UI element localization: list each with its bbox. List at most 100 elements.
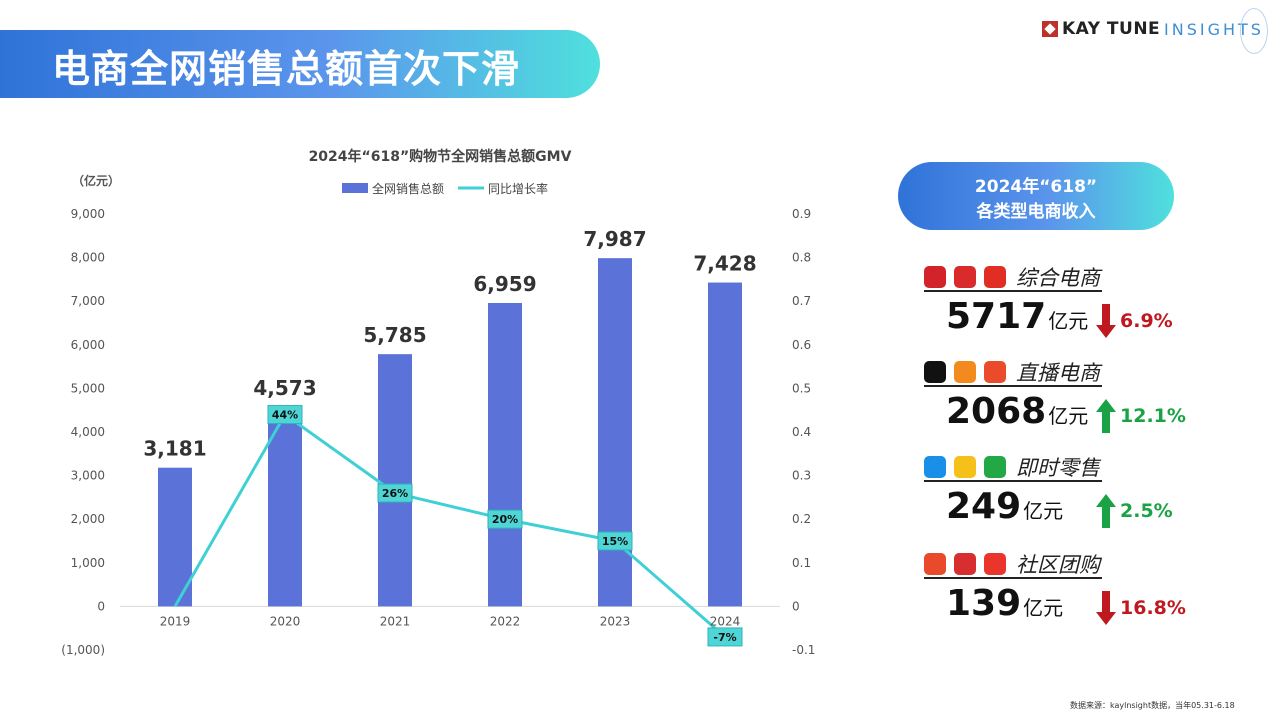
arrow-shape xyxy=(1096,494,1116,528)
logo-sub-text: INSIGHTS xyxy=(1164,20,1264,39)
point-value-label: 15% xyxy=(602,535,628,548)
category-revenue: 139 亿元 xyxy=(946,583,1063,624)
legend-line-label: 同比增长率 xyxy=(488,181,548,196)
brand-logo: KAY TUNE INSIGHTS xyxy=(1042,8,1268,54)
point-label-box xyxy=(597,531,633,551)
point-value-label: 44% xyxy=(272,409,298,422)
page-title: 电商全网销售总额首次下滑 xyxy=(52,47,521,91)
category-name: 直播电商 xyxy=(1016,361,1100,385)
arrow-shape xyxy=(1096,591,1116,625)
y2-tick-label: 0.8 xyxy=(792,251,811,265)
x-tick-label: 2020 xyxy=(270,614,301,628)
category-name: 社区团购 xyxy=(1016,553,1100,577)
point-label-box xyxy=(707,627,743,647)
bar xyxy=(598,258,632,607)
y-tick-label: 7,000 xyxy=(71,294,105,308)
revenue-unit: 亿元 xyxy=(1023,596,1064,620)
duoduo-maicai-icon xyxy=(924,553,946,575)
category-underline xyxy=(924,480,1102,482)
point-value-label: -7% xyxy=(713,631,736,644)
pill-line1: 2024年“618” xyxy=(974,177,1098,197)
category-revenue: 2068 亿元 xyxy=(946,391,1088,432)
category-underline xyxy=(924,385,1102,387)
y-axis-right: -0.1 0 0.1 0.2 0.3 0.4 0.5 0.6 0.7 0.8 0.9 xyxy=(792,207,815,657)
x-tick-label: 2021 xyxy=(380,614,411,628)
logo-mark-icon xyxy=(1042,21,1058,37)
arrow-shape xyxy=(1096,304,1116,338)
bar-value-label: 5,785 xyxy=(363,323,426,347)
meituan-flash-icon xyxy=(954,456,976,478)
arrow-up-icon xyxy=(1096,494,1116,528)
x-tick-label: 2023 xyxy=(600,614,631,628)
bar xyxy=(708,282,742,607)
bar-series: 3,181 4,573 5,785 6,959 7,987 7,428 xyxy=(143,227,757,607)
y2-tick-label: 0.7 xyxy=(792,294,811,308)
xingsheng-icon xyxy=(984,553,1006,575)
y2-tick-label: -0.1 xyxy=(792,643,815,657)
x-tick-label: 2024 xyxy=(710,614,741,628)
y-tick-label: 0 xyxy=(97,599,105,613)
jd-icon xyxy=(954,266,976,288)
y-tick-label: 3,000 xyxy=(71,469,105,483)
revenue-number: 249 xyxy=(946,486,1022,527)
y-tick-label: 8,000 xyxy=(71,251,105,265)
chart-title: 2024年“618”购物节全网销售总额GMV xyxy=(309,148,572,165)
y-tick-label: (1,000) xyxy=(61,643,105,657)
chart-legend: 全网销售总额 同比增长率 xyxy=(342,181,548,196)
category-change: 16.8% xyxy=(1120,597,1186,619)
y-tick-label: 4,000 xyxy=(71,425,105,439)
y-tick-label: 9,000 xyxy=(71,207,105,221)
gmv-chart: 2024年“618”购物节全网销售总额GMV （亿元） 全网销售总额 同比增长率 … xyxy=(61,148,815,657)
category-item: 即时零售 249 亿元 2.5% xyxy=(920,456,1200,544)
bar-value-label: 7,987 xyxy=(583,227,646,251)
y2-tick-label: 0.1 xyxy=(792,556,811,570)
category-underline xyxy=(924,290,1102,292)
kuaishou-icon xyxy=(954,361,976,383)
y-axis-left: (1,000) 0 1,000 2,000 3,000 4,000 5,000 6,000 7,… xyxy=(61,207,105,657)
eleme-icon xyxy=(924,456,946,478)
y2-tick-label: 0 xyxy=(792,599,800,613)
arrow-down-icon xyxy=(1096,304,1116,338)
y-tick-label: 6,000 xyxy=(71,338,105,352)
category-item: 社区团购 139 亿元 16.8% xyxy=(920,553,1200,641)
x-axis: 2019 2020 2021 2022 2023 2024 xyxy=(160,614,741,628)
y-tick-label: 5,000 xyxy=(71,381,105,395)
legend-bar-label: 全网销售总额 xyxy=(372,181,444,196)
y2-tick-label: 0.3 xyxy=(792,469,811,483)
arrow-up-icon xyxy=(1096,399,1116,433)
bar xyxy=(158,467,192,607)
bar-value-label: 4,573 xyxy=(253,376,316,400)
revenue-number: 5717 xyxy=(946,296,1047,337)
y2-tick-label: 0.6 xyxy=(792,338,811,352)
data-source-note: 数据来源：kaylnsight数据，当年05.31-6.18 xyxy=(1070,701,1235,710)
y2-tick-label: 0.4 xyxy=(792,425,811,439)
x-tick-label: 2019 xyxy=(160,614,191,628)
point-value-label: 26% xyxy=(382,487,408,500)
arrow-down-icon xyxy=(1096,591,1116,625)
bar xyxy=(268,407,302,607)
revenue-unit: 亿元 xyxy=(1023,499,1064,523)
category-revenue-header: 2024年“618” 各类型电商收入 xyxy=(898,162,1174,230)
bar-value-label: 7,428 xyxy=(693,252,756,276)
y-tick-label: 2,000 xyxy=(71,512,105,526)
growth-line xyxy=(173,412,726,639)
point-label-box xyxy=(267,405,303,425)
revenue-number: 139 xyxy=(946,583,1022,624)
y-tick-label: 1,000 xyxy=(71,556,105,570)
jd-daojia-icon xyxy=(984,456,1006,478)
y2-tick-label: 0.9 xyxy=(792,207,811,221)
bar-value-label: 6,959 xyxy=(473,272,536,296)
arrow-shape xyxy=(1096,399,1116,433)
bar xyxy=(488,302,522,607)
tmall-icon xyxy=(924,266,946,288)
category-underline xyxy=(924,577,1102,579)
meituan-youxuan-icon xyxy=(954,553,976,575)
category-change: 12.1% xyxy=(1120,405,1186,427)
category-change: 6.9% xyxy=(1120,310,1173,332)
point-label-box xyxy=(377,483,413,503)
revenue-unit: 亿元 xyxy=(1048,309,1089,333)
title-banner: 电商全网销售总额首次下滑 xyxy=(0,30,600,98)
category-revenue: 5717 亿元 xyxy=(946,296,1088,337)
category-revenue: 249 亿元 xyxy=(946,486,1063,527)
revenue-number: 2068 xyxy=(946,391,1047,432)
